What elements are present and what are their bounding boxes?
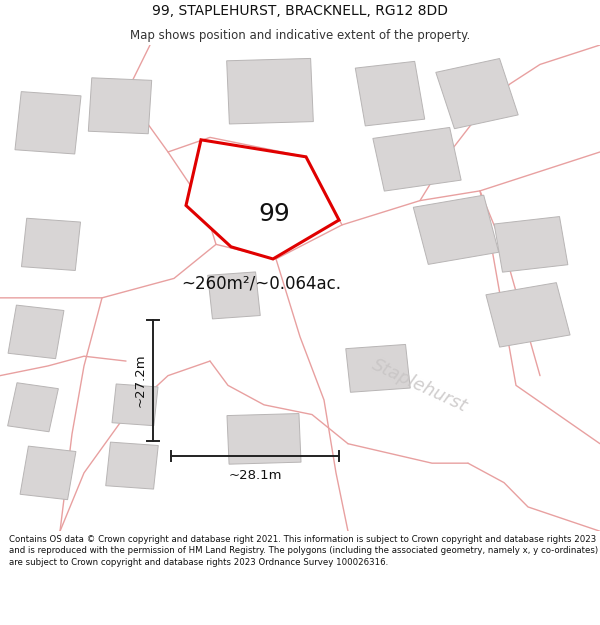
Polygon shape [186, 140, 339, 259]
Polygon shape [355, 61, 425, 126]
Polygon shape [8, 382, 58, 432]
Polygon shape [436, 59, 518, 129]
Text: 99: 99 [258, 202, 290, 226]
Polygon shape [486, 282, 570, 347]
Text: Contains OS data © Crown copyright and database right 2021. This information is : Contains OS data © Crown copyright and d… [9, 535, 598, 567]
Polygon shape [208, 272, 260, 319]
Text: ~260m²/~0.064ac.: ~260m²/~0.064ac. [181, 274, 341, 292]
Polygon shape [227, 58, 313, 124]
Polygon shape [20, 446, 76, 499]
Polygon shape [373, 127, 461, 191]
Polygon shape [22, 218, 80, 271]
Polygon shape [88, 78, 152, 134]
Polygon shape [494, 217, 568, 272]
Polygon shape [8, 305, 64, 359]
Text: Staplehurst: Staplehurst [370, 356, 470, 416]
Polygon shape [106, 442, 158, 489]
Text: ~27.2m: ~27.2m [133, 354, 146, 408]
Text: 99, STAPLEHURST, BRACKNELL, RG12 8DD: 99, STAPLEHURST, BRACKNELL, RG12 8DD [152, 4, 448, 18]
Polygon shape [15, 92, 81, 154]
Polygon shape [413, 195, 499, 264]
Text: Map shows position and indicative extent of the property.: Map shows position and indicative extent… [130, 29, 470, 42]
Polygon shape [112, 384, 158, 426]
Text: ~28.1m: ~28.1m [228, 469, 282, 482]
Polygon shape [346, 344, 410, 392]
Polygon shape [227, 414, 301, 464]
